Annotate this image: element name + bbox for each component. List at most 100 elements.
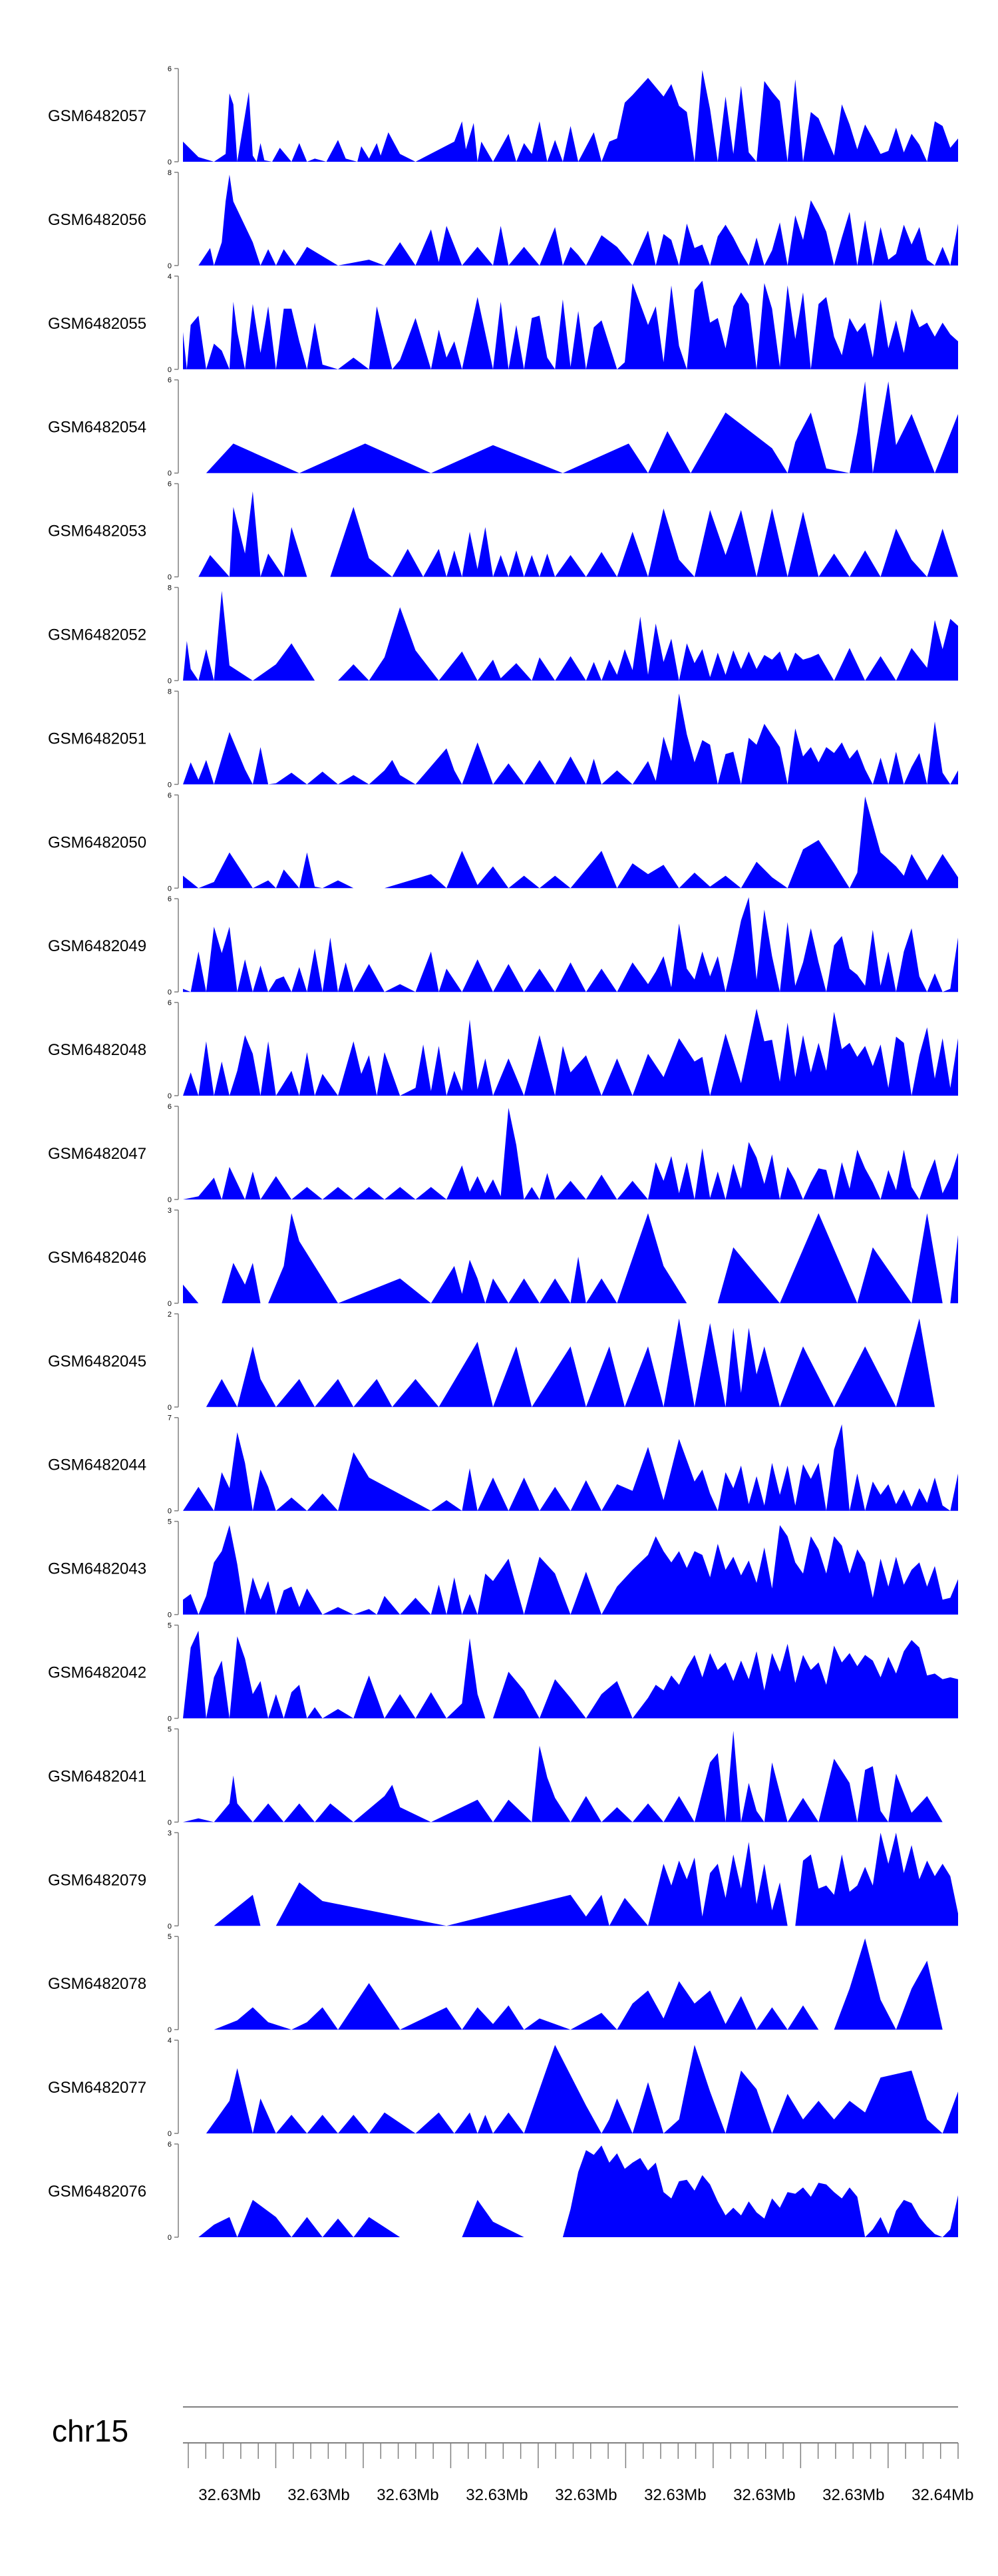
track-GSM6482077: GSM6482077 0 4 bbox=[48, 2037, 958, 2138]
track-GSM6482047: GSM6482047 0 6 bbox=[48, 1103, 958, 1204]
track-GSM6482052: GSM6482052 0 8 bbox=[48, 584, 958, 686]
chromosome-label: chr15 bbox=[52, 2414, 128, 2448]
coverage-area bbox=[183, 693, 958, 785]
track-GSM6482043: GSM6482043 0 5 bbox=[48, 1518, 958, 1619]
sample-label: GSM6482041 bbox=[48, 1767, 146, 1785]
sample-label: GSM6482046 bbox=[48, 1249, 146, 1267]
y-tick-label: 0 bbox=[168, 2234, 172, 2242]
position-tick-label: 32.64Mb bbox=[912, 2486, 973, 2504]
position-tick-label: 32.63Mb bbox=[198, 2486, 260, 2504]
track-GSM6482041: GSM6482041 0 5 bbox=[48, 1725, 943, 1826]
coverage-area bbox=[183, 897, 958, 992]
sample-label: GSM6482055 bbox=[48, 315, 146, 333]
y-tick-label: 0 bbox=[168, 262, 172, 270]
coverage-area bbox=[183, 1630, 958, 1719]
sample-label: GSM6482078 bbox=[48, 1975, 146, 1993]
coverage-area bbox=[183, 280, 958, 369]
sample-label: GSM6482045 bbox=[48, 1353, 146, 1371]
y-tick-label: 0 bbox=[168, 1611, 172, 1619]
y-tick-label: 2 bbox=[168, 1311, 172, 1319]
track-GSM6482056: GSM6482056 0 8 bbox=[48, 169, 958, 270]
y-tick-label: 0 bbox=[168, 1404, 172, 1412]
y-tick-label: 0 bbox=[168, 2130, 172, 2138]
track-GSM6482054: GSM6482054 0 6 bbox=[48, 377, 958, 478]
y-tick-label: 0 bbox=[168, 2026, 172, 2034]
y-tick-label: 4 bbox=[168, 2037, 172, 2045]
sample-label: GSM6482077 bbox=[48, 2079, 146, 2097]
y-tick-label: 0 bbox=[168, 678, 172, 686]
y-tick-label: 3 bbox=[168, 1207, 172, 1215]
y-tick-label: 5 bbox=[168, 1622, 172, 1630]
y-tick-label: 8 bbox=[168, 169, 172, 177]
track-GSM6482045: GSM6482045 0 2 bbox=[48, 1311, 951, 1412]
coverage-area bbox=[183, 1424, 958, 1511]
coverage-area bbox=[183, 70, 958, 162]
y-tick-label: 0 bbox=[168, 574, 172, 582]
y-tick-label: 0 bbox=[168, 988, 172, 996]
track-GSM6482076: GSM6482076 0 6 bbox=[48, 2141, 958, 2242]
y-tick-label: 6 bbox=[168, 1103, 172, 1111]
y-tick-label: 0 bbox=[168, 1196, 172, 1204]
coverage-area bbox=[183, 1108, 958, 1199]
y-tick-label: 0 bbox=[168, 885, 172, 893]
coverage-area bbox=[206, 2045, 958, 2134]
y-tick-label: 6 bbox=[168, 791, 172, 799]
sample-label: GSM6482052 bbox=[48, 626, 146, 644]
y-tick-label: 0 bbox=[168, 1092, 172, 1100]
coverage-area bbox=[183, 174, 958, 266]
sample-label: GSM6482047 bbox=[48, 1145, 146, 1163]
position-tick-label: 32.63Mb bbox=[644, 2486, 706, 2504]
y-tick-label: 0 bbox=[168, 1715, 172, 1723]
track-GSM6482050: GSM6482050 0 6 bbox=[48, 791, 958, 893]
position-tick-label: 32.63Mb bbox=[466, 2486, 528, 2504]
coverage-area bbox=[214, 1938, 943, 2030]
coverage-area bbox=[183, 1008, 958, 1096]
coverage-area bbox=[183, 590, 958, 681]
y-tick-label: 0 bbox=[168, 1819, 172, 1826]
track-GSM6482049: GSM6482049 0 6 bbox=[48, 895, 958, 996]
track-GSM6482079: GSM6482079 0 3 bbox=[48, 1829, 959, 1930]
position-tick-label: 32.63Mb bbox=[555, 2486, 617, 2504]
position-tick-label: 32.63Mb bbox=[287, 2486, 349, 2504]
track-GSM6482044: GSM6482044 0 7 bbox=[48, 1414, 958, 1516]
sample-label: GSM6482076 bbox=[48, 2183, 146, 2201]
y-tick-label: 8 bbox=[168, 584, 172, 592]
sample-label: GSM6482056 bbox=[48, 211, 146, 229]
sample-label: GSM6482053 bbox=[48, 523, 146, 540]
sample-label: GSM6482050 bbox=[48, 833, 146, 851]
coverage-area bbox=[183, 1731, 943, 1823]
y-tick-label: 6 bbox=[168, 65, 172, 73]
y-tick-label: 0 bbox=[168, 1922, 172, 1930]
y-tick-label: 6 bbox=[168, 999, 172, 1007]
sample-label: GSM6482057 bbox=[48, 107, 146, 125]
track-GSM6482078: GSM6482078 0 5 bbox=[48, 1933, 943, 2034]
position-tick-label: 32.63Mb bbox=[822, 2486, 884, 2504]
coverage-area bbox=[183, 1213, 958, 1303]
coverage-area bbox=[183, 1525, 958, 1615]
track-GSM6482046: GSM6482046 0 3 bbox=[48, 1207, 958, 1308]
y-tick-label: 6 bbox=[168, 481, 172, 489]
coverage-area bbox=[206, 381, 958, 473]
track-GSM6482055: GSM6482055 0 4 bbox=[48, 273, 958, 374]
sample-label: GSM6482043 bbox=[48, 1560, 146, 1578]
y-tick-label: 0 bbox=[168, 1508, 172, 1516]
y-tick-label: 5 bbox=[168, 1725, 172, 1733]
coverage-area bbox=[206, 1318, 951, 1407]
coverage-area bbox=[214, 1832, 959, 1926]
y-tick-label: 5 bbox=[168, 1518, 172, 1526]
genome-axis: chr15 32.63Mb 32.63Mb 32.63Mb 32.63Mb 32.63M… bbox=[52, 2406, 974, 2504]
track-GSM6482051: GSM6482051 0 8 bbox=[48, 688, 958, 789]
y-tick-label: 4 bbox=[168, 273, 172, 281]
y-tick-label: 0 bbox=[168, 1300, 172, 1308]
y-tick-label: 8 bbox=[168, 688, 172, 696]
track-GSM6482048: GSM6482048 0 6 bbox=[48, 999, 958, 1100]
sample-label: GSM6482048 bbox=[48, 1041, 146, 1059]
sample-label: GSM6482079 bbox=[48, 1871, 146, 1889]
y-tick-label: 0 bbox=[168, 366, 172, 374]
track-GSM6482057: GSM6482057 0 6 bbox=[48, 65, 958, 166]
y-tick-label: 0 bbox=[168, 781, 172, 789]
sample-label: GSM6482054 bbox=[48, 419, 146, 437]
y-tick-label: 0 bbox=[168, 158, 172, 166]
coverage-area bbox=[198, 2145, 958, 2237]
